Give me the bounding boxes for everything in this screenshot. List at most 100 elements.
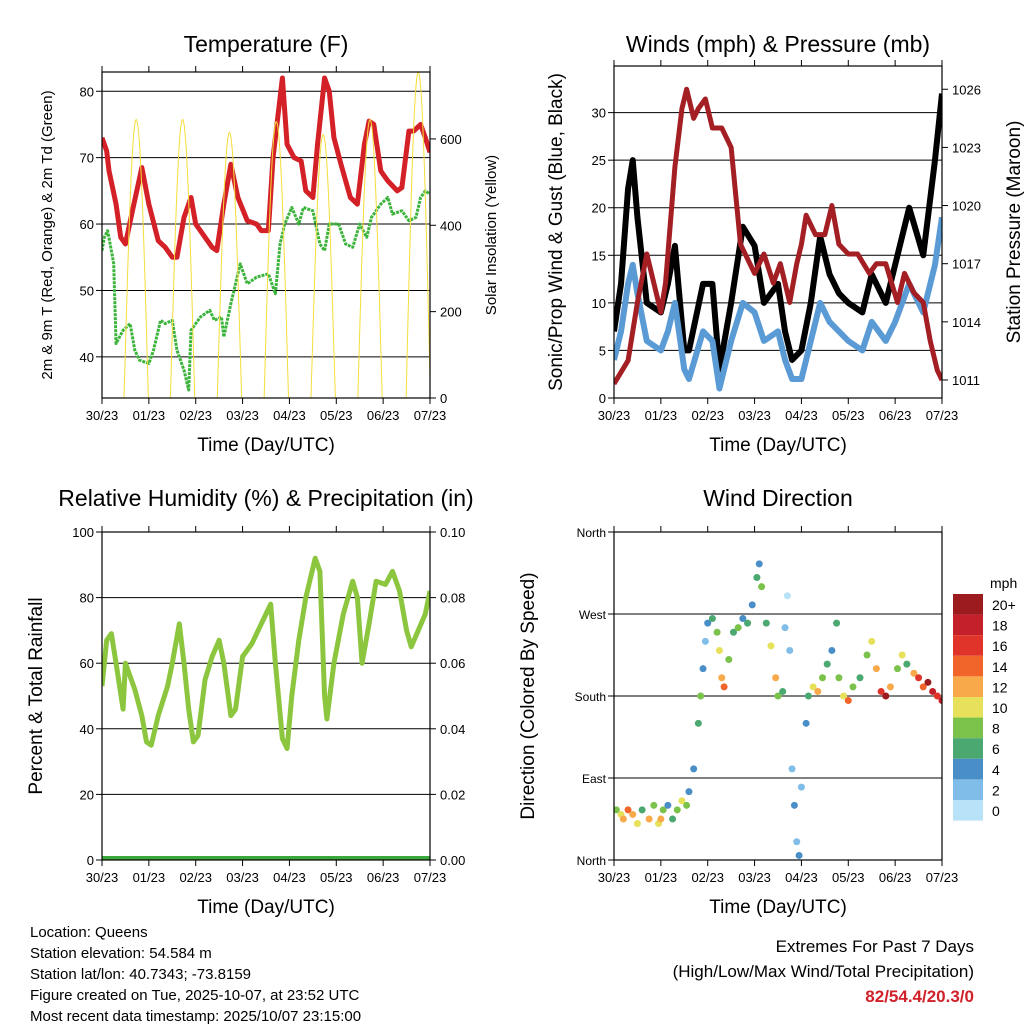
y2-tick-label: 0 bbox=[440, 391, 447, 406]
wind-direction-point bbox=[704, 619, 712, 627]
x-axis-label: Time (Day/UTC) bbox=[709, 435, 847, 456]
wind-direction-point bbox=[793, 838, 801, 846]
wind-direction-point bbox=[779, 687, 787, 695]
y-tick-label: 5 bbox=[599, 343, 606, 358]
y2-tick-label: 400 bbox=[440, 218, 462, 233]
series-gust bbox=[614, 93, 942, 373]
plot-area bbox=[614, 86, 942, 392]
wind-direction-point bbox=[823, 660, 831, 668]
wind-direction-point bbox=[657, 815, 665, 823]
wind-direction-point bbox=[893, 665, 901, 673]
chart-title: Relative Humidity (%) & Precipitation (i… bbox=[58, 485, 473, 511]
x-tick-label: 01/23 bbox=[133, 870, 166, 885]
wind-direction-point bbox=[673, 806, 681, 814]
y2-tick-label: 0.02 bbox=[440, 787, 465, 802]
extremes-subtitle: (High/Low/Max Wind/Total Precipitation) bbox=[672, 962, 974, 981]
wind-direction-point bbox=[624, 806, 632, 814]
wind-direction-point bbox=[734, 624, 742, 632]
y-tick-label: West bbox=[579, 608, 607, 622]
y-axis-label: Sonic/Prop Wind & Gust (Blue, Black) bbox=[546, 73, 567, 391]
legend-title: mph bbox=[990, 575, 1017, 591]
extremes: Extremes For Past 7 Days (High/Low/Max W… bbox=[673, 934, 974, 1009]
y2-tick-label: 600 bbox=[440, 132, 462, 147]
wind-direction-point bbox=[835, 674, 843, 682]
plot-area bbox=[614, 560, 942, 859]
y2-tick-label: 0.04 bbox=[440, 722, 465, 737]
x-tick-label: 06/23 bbox=[879, 870, 912, 885]
plot-frame bbox=[613, 531, 943, 861]
x-axis-label: Time (Day/UTC) bbox=[709, 897, 847, 918]
y-axis-label: Direction (Colored By Speed) bbox=[518, 572, 539, 819]
wind-direction-point bbox=[633, 820, 641, 828]
legend-label: 12 bbox=[992, 679, 1008, 695]
y-tick-label: South bbox=[575, 690, 606, 704]
wind-direction-point bbox=[664, 801, 672, 809]
wind-direction-point bbox=[809, 683, 817, 691]
legend-label: 6 bbox=[992, 741, 1000, 757]
wind-direction-point bbox=[638, 806, 646, 814]
y-tick-label: 100 bbox=[72, 525, 94, 540]
y2-tick-label: 0.10 bbox=[440, 525, 465, 540]
y2-tick-label: 1011 bbox=[952, 373, 980, 388]
wind-direction-point bbox=[614, 806, 620, 814]
legend-label: 14 bbox=[992, 659, 1008, 675]
y2-tick-label: 1026 bbox=[952, 82, 981, 97]
speed-legend: mph 20+ 18 16 14 12 10 8 6 4 2 0 bbox=[953, 575, 1017, 821]
wind-direction-point bbox=[828, 646, 836, 654]
x-tick-label: 01/23 bbox=[133, 408, 166, 423]
y-axis-label: Percent & Total Rainfall bbox=[26, 597, 47, 794]
y-tick-label: 15 bbox=[592, 248, 606, 263]
legend-swatch bbox=[953, 697, 983, 718]
y-tick-label: North bbox=[577, 854, 606, 868]
chart-3: Relative Humidity (%) & Precipitation (i… bbox=[26, 485, 474, 918]
x-tick-label: 04/23 bbox=[273, 408, 306, 423]
x-tick-label: 30/23 bbox=[86, 408, 119, 423]
y-tick-label: 40 bbox=[80, 722, 94, 737]
wind-direction-point bbox=[774, 692, 782, 700]
wind-direction-point bbox=[748, 601, 756, 609]
wind-direction-point bbox=[720, 683, 728, 691]
legend-label: 20+ bbox=[992, 597, 1016, 613]
elevation: Station elevation: 54.584 m bbox=[30, 945, 212, 962]
legend-swatch bbox=[953, 717, 983, 739]
wind-direction-point bbox=[758, 583, 766, 591]
wind-direction-point bbox=[744, 619, 752, 627]
wind-direction-point bbox=[650, 801, 658, 809]
station-info: Location: Queens Station elevation: 54.5… bbox=[30, 922, 361, 1027]
y2-tick-label: 0.06 bbox=[440, 656, 465, 671]
y2-axis-label: Solar Insolation (Yellow) bbox=[483, 155, 500, 315]
wind-direction-point bbox=[802, 719, 810, 727]
solar-insolation-curve bbox=[169, 118, 196, 398]
wind-direction-point bbox=[718, 674, 726, 682]
x-tick-label: 03/23 bbox=[226, 870, 259, 885]
wind-direction-point bbox=[729, 628, 737, 636]
wind-direction-point bbox=[804, 692, 812, 700]
legend-label: 8 bbox=[992, 721, 1000, 737]
wind-direction-point bbox=[795, 851, 803, 859]
x-tick-label: 05/23 bbox=[832, 870, 865, 885]
series-2m-td bbox=[102, 189, 430, 392]
location: Location: Queens bbox=[30, 924, 148, 941]
chart-1: Temperature (F) 40 50 60 70 80 0 200 400 600 30/23… bbox=[39, 31, 500, 456]
y2-tick-label: 1017 bbox=[952, 257, 981, 272]
x-tick-label: 07/23 bbox=[414, 870, 447, 885]
solar-insolation-curve bbox=[405, 72, 430, 398]
wind-direction-point bbox=[833, 619, 841, 627]
legend-swatch bbox=[953, 738, 983, 759]
legend-label: 4 bbox=[992, 762, 1000, 778]
x-tick-label: 03/23 bbox=[738, 408, 771, 423]
wind-direction-point bbox=[708, 615, 716, 623]
series-wind bbox=[614, 216, 942, 392]
x-tick-label: 02/23 bbox=[179, 870, 212, 885]
wind-direction-point bbox=[910, 669, 918, 677]
wind-direction-point bbox=[797, 783, 805, 791]
x-tick-label: 30/23 bbox=[86, 870, 119, 885]
y-tick-label: 60 bbox=[80, 217, 94, 232]
legend-swatch bbox=[953, 800, 983, 821]
y-tick-label: 50 bbox=[80, 283, 94, 298]
wind-direction-point bbox=[882, 692, 890, 700]
wind-direction-point bbox=[868, 637, 876, 645]
y-tick-label: 10 bbox=[592, 296, 606, 311]
x-tick-label: 01/23 bbox=[645, 870, 678, 885]
